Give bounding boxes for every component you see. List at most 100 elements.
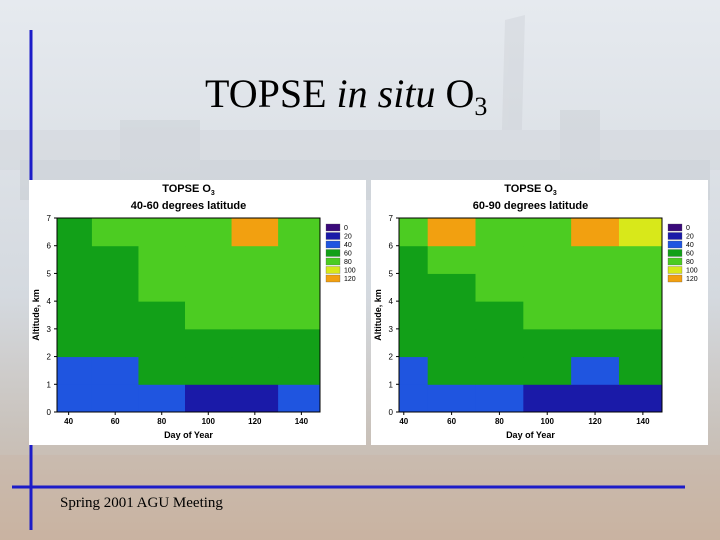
x-tick-label: 120: [248, 417, 262, 426]
x-tick-label: 60: [447, 417, 456, 426]
legend-label: 60: [344, 251, 352, 258]
legend-label: 80: [686, 259, 694, 266]
heatmap-cell: [278, 356, 321, 385]
y-tick-label: 4: [389, 297, 394, 306]
heatmap-cell: [231, 218, 279, 247]
heatmap-cell: [475, 245, 524, 274]
legend-label: 100: [344, 268, 356, 275]
y-tick-label: 3: [47, 325, 52, 334]
y-tick-label: 4: [47, 297, 52, 306]
heatmap-cell: [57, 356, 93, 385]
legend-swatch: [667, 249, 683, 257]
heatmap-cell: [91, 273, 139, 302]
x-tick-label: 60: [111, 417, 120, 426]
heatmap-cell: [185, 328, 233, 358]
heatmap-cell: [91, 301, 139, 330]
heatmap-cell: [91, 384, 139, 413]
legend-label: 60: [686, 251, 694, 258]
heatmap-cell: [185, 356, 233, 385]
y-tick-label: 5: [389, 269, 394, 278]
y-tick-label: 6: [47, 242, 52, 251]
plot-frame: [398, 217, 663, 413]
heatmap-cell: [278, 218, 321, 247]
heatmap-cell: [427, 328, 477, 358]
x-tick-label: 40: [399, 417, 408, 426]
slide-title: TOPSE in situ O3: [205, 70, 487, 122]
heatmap-cell: [475, 384, 524, 413]
heatmap-cell: [571, 301, 620, 330]
heatmap-cell: [475, 356, 524, 385]
heatmap-cell: [138, 384, 186, 413]
legend-swatch: [325, 274, 341, 283]
legend-swatch: [325, 240, 341, 249]
title-main: TOPSE: [205, 71, 337, 116]
heatmap-cell: [399, 218, 429, 247]
heatmap-cell: [399, 384, 429, 413]
heatmap-cell: [523, 301, 572, 330]
legend-swatch: [325, 223, 341, 232]
legend-swatch: [667, 274, 683, 283]
heatmap-cell: [138, 218, 186, 247]
heatmap-cell: [475, 328, 524, 358]
legend-swatch: [325, 232, 341, 240]
y-tick-label: 7: [389, 214, 394, 223]
heatmap-cell: [427, 245, 477, 274]
heatmap-cell: [523, 356, 572, 385]
heatmap-chart-left: TOPSE O3 40-60 degrees latitude 0 1 2 3 4 5 6 7 40…: [31, 183, 356, 440]
heatmap-cell: [399, 273, 429, 302]
legend-swatch: [667, 223, 683, 232]
heatmap-cell: [475, 301, 524, 330]
heatmap-cell: [278, 273, 321, 302]
heatmap-cell: [427, 218, 477, 247]
heatmap-cell: [231, 273, 279, 302]
legend-label: 120: [686, 276, 698, 283]
x-axis-label: Day of Year: [506, 430, 555, 440]
title-species: O: [435, 71, 475, 116]
legend-label: 100: [686, 268, 698, 275]
heatmap-cell: [231, 301, 279, 330]
y-axis-label: Altitude, km: [31, 289, 41, 341]
legend-label: 20: [686, 234, 694, 241]
heatmap-cell: [618, 384, 663, 413]
heatmap-cell: [618, 301, 663, 330]
legend-label: 40: [344, 242, 352, 249]
heatmap-cell: [91, 356, 139, 385]
x-axis-label: Day of Year: [164, 430, 213, 440]
x-tick-label: 140: [295, 417, 309, 426]
heatmap-cell: [231, 384, 279, 413]
y-tick-label: 7: [47, 214, 52, 223]
legend-swatch: [667, 232, 683, 240]
chart-panel-left: TOPSE O3 40-60 degrees latitude 0 1 2 3 4 5 6 7 40…: [29, 180, 366, 445]
heatmap-cell: [231, 245, 279, 274]
heatmap-cell: [571, 356, 620, 385]
legend-swatch: [667, 266, 683, 274]
heatmap-chart-right: TOPSE O3 60-90 degrees latitude 0 1 2 3 4 5 6 7 40…: [373, 183, 698, 440]
heatmap-cell: [523, 245, 572, 274]
heatmap-cell: [399, 328, 429, 358]
heatmap-cell: [138, 273, 186, 302]
x-tick-label: 80: [495, 417, 504, 426]
legend-swatch: [667, 240, 683, 249]
heatmap-cell: [523, 328, 572, 358]
chart-panel-right: TOPSE O3 60-90 degrees latitude 0 1 2 3 4 5 6 7 40…: [371, 180, 708, 445]
x-tick-label: 100: [202, 417, 216, 426]
plot-frame: [56, 217, 321, 413]
heatmap-cell: [571, 218, 620, 247]
heatmap-cell: [138, 328, 186, 358]
y-axis-label: Altitude, km: [373, 289, 383, 341]
heatmap-cell: [475, 273, 524, 302]
legend-label: 40: [686, 242, 694, 249]
heatmap-cell: [399, 245, 429, 274]
heatmap-cell: [57, 384, 93, 413]
heatmap-cell: [138, 301, 186, 330]
legend-swatch: [325, 257, 341, 266]
chart-title-subscript: 3: [211, 190, 215, 197]
heatmap-cell: [185, 218, 233, 247]
legend-label: 0: [686, 225, 690, 232]
heatmap-cell: [399, 356, 429, 385]
heatmap-cell: [91, 328, 139, 358]
legend-swatch: [325, 249, 341, 257]
heatmap-cell: [278, 384, 321, 413]
heatmap-cell: [57, 218, 93, 247]
